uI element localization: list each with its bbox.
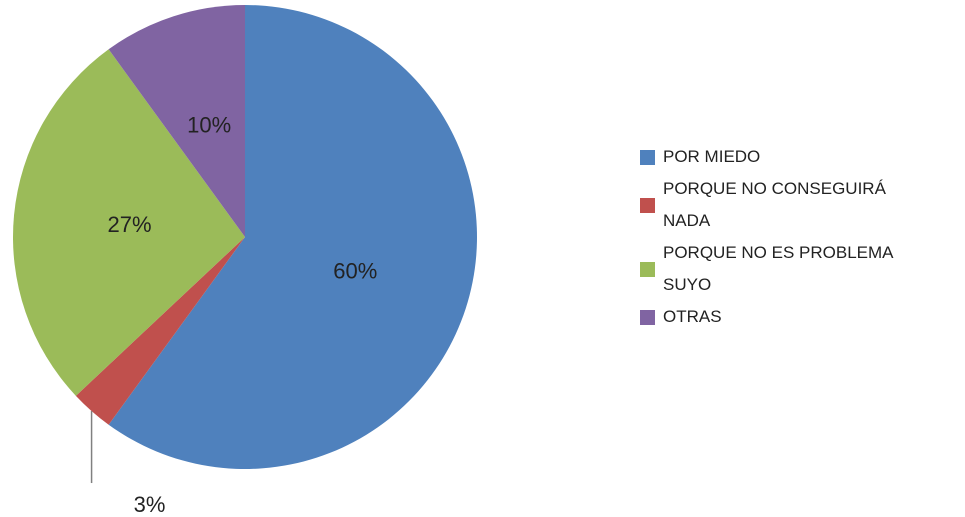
data-label: 60% bbox=[333, 259, 377, 284]
legend: POR MIEDO PORQUE NO CONSEGUIRÁ NADA PORQUE… bbox=[640, 141, 960, 333]
legend-item: PORQUE NO ES PROBLEMA SUYO bbox=[640, 237, 960, 301]
pie-slice bbox=[12, 49, 245, 396]
legend-label: PORQUE NO ES PROBLEMA SUYO bbox=[663, 243, 893, 294]
legend-item: POR MIEDO bbox=[640, 141, 960, 173]
legend-label: POR MIEDO bbox=[663, 147, 761, 166]
pie-slice bbox=[108, 5, 245, 237]
legend-swatch bbox=[640, 197, 655, 213]
legend-swatch bbox=[640, 149, 655, 165]
legend-swatch bbox=[640, 261, 655, 277]
legend-swatch bbox=[640, 309, 655, 325]
legend-label: OTRAS bbox=[663, 307, 722, 326]
pie-slice bbox=[75, 237, 246, 425]
pie-slice bbox=[108, 5, 478, 469]
data-label: 27% bbox=[107, 212, 151, 237]
legend-label: PORQUE NO CONSEGUIRÁ NADA bbox=[663, 179, 886, 230]
legend-item: OTRAS bbox=[640, 301, 960, 333]
data-label: 10% bbox=[187, 112, 231, 137]
data-label: 3% bbox=[134, 492, 166, 517]
legend-item: PORQUE NO CONSEGUIRÁ NADA bbox=[640, 173, 960, 237]
